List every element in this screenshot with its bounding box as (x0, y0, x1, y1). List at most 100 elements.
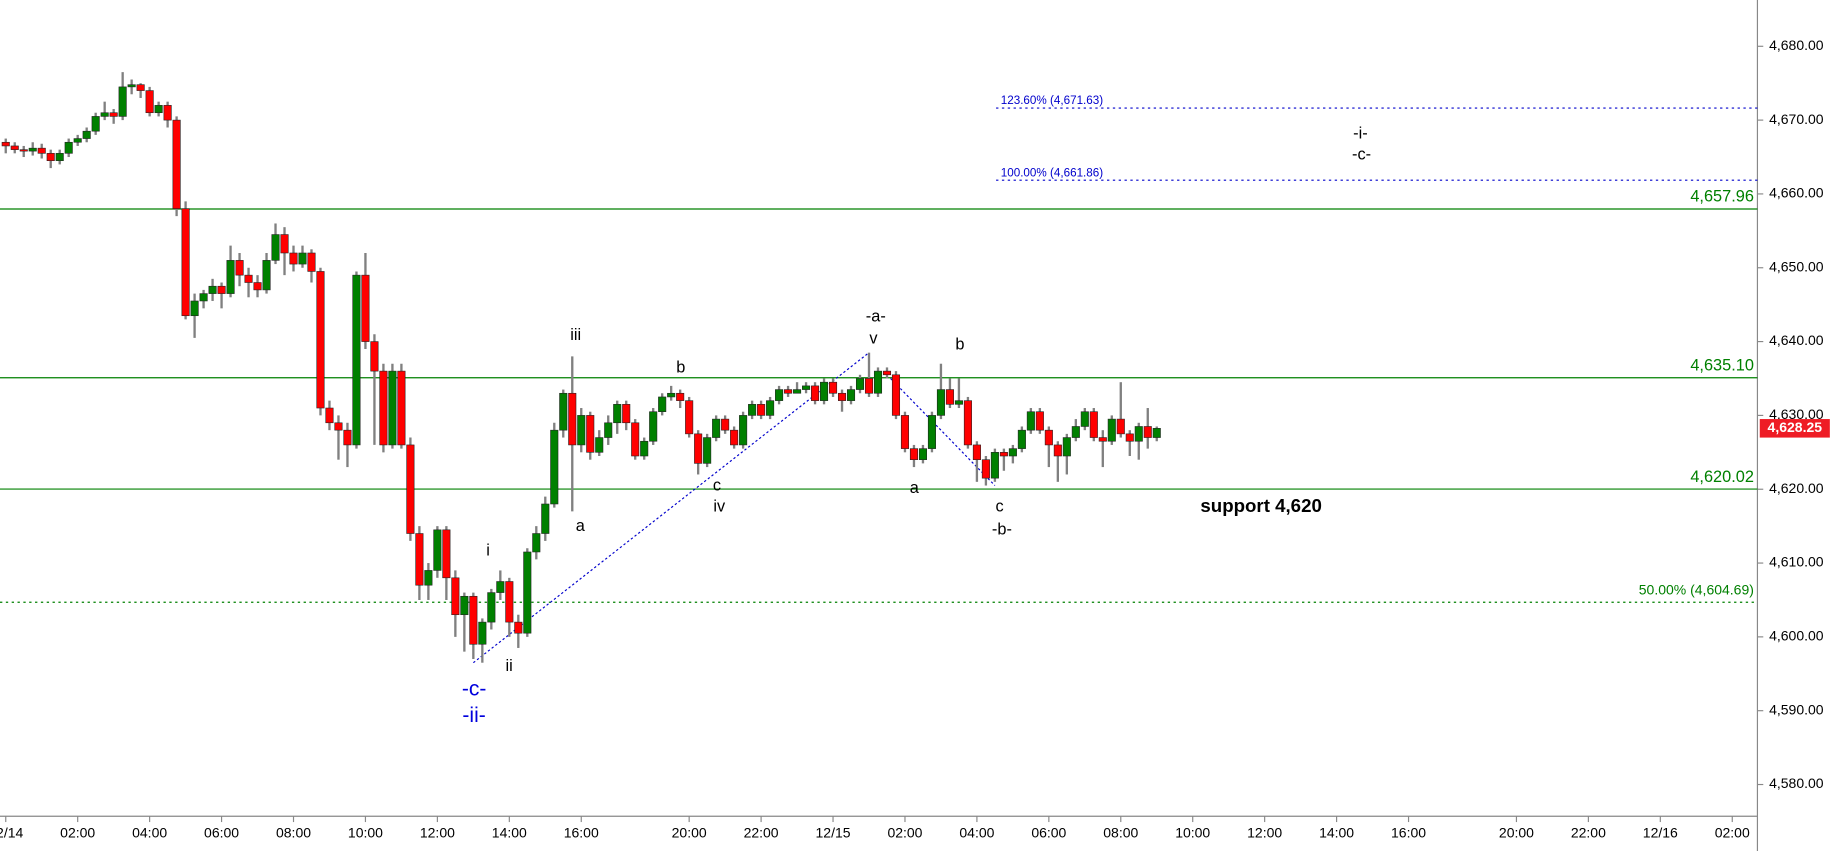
candle-body (352, 274, 361, 446)
candle-body (433, 529, 442, 571)
candle-body (199, 293, 208, 302)
candle-body (298, 252, 307, 265)
candle-body (703, 437, 712, 464)
candle-body (1071, 426, 1080, 438)
level-label: 50.00% (4,604.69) (1639, 581, 1754, 597)
candle-body (604, 422, 613, 438)
candle-body (1116, 418, 1125, 435)
wave-label: support 4,620 (1200, 495, 1321, 516)
candle-body (496, 581, 505, 593)
candle-body (460, 595, 469, 616)
candle-body (586, 415, 595, 453)
candle-body (1053, 444, 1062, 457)
candle-body (676, 392, 685, 401)
candle-body (963, 400, 972, 446)
candle-body (154, 105, 163, 114)
candle-body (1008, 448, 1017, 457)
trendline (890, 378, 996, 486)
candle-body (523, 551, 532, 634)
candle-body (945, 389, 954, 405)
candle-body (622, 404, 631, 424)
candle-body (927, 415, 936, 449)
candle-body (784, 389, 793, 394)
x-tick-label: 10:00 (348, 824, 383, 840)
candle-body (253, 282, 262, 291)
candle-body (28, 147, 37, 152)
candle-body (118, 86, 127, 117)
candle-body (1107, 418, 1116, 442)
candle-body (1017, 429, 1026, 449)
candle-body (1, 141, 10, 147)
candle-body (478, 621, 487, 645)
candle-body (334, 422, 343, 431)
x-tick-label: 12/15 (816, 824, 851, 840)
candle-body (999, 452, 1008, 457)
candle-body (316, 271, 325, 409)
candle-body (100, 112, 109, 117)
candle-body (793, 389, 802, 394)
candle-body (505, 581, 514, 623)
candle-body (19, 149, 28, 152)
candle-body (442, 529, 451, 579)
candle-body (325, 407, 334, 424)
wave-label: -c- (1352, 145, 1371, 163)
x-tick-label: 22:00 (1571, 824, 1606, 840)
candle-body (820, 381, 829, 401)
wave-label: c (713, 477, 721, 495)
y-tick-label: 4,600.00 (1769, 628, 1824, 644)
x-tick-label: 20:00 (672, 824, 707, 840)
x-tick-label: 16:00 (1391, 824, 1426, 840)
candle-body (271, 234, 280, 261)
candle-body (181, 208, 190, 317)
y-tick-label: 4,640.00 (1769, 332, 1824, 348)
candle-body (748, 404, 757, 416)
candle-body (640, 440, 649, 457)
candle-body (568, 392, 577, 446)
candle-body (136, 84, 145, 91)
candle-body (469, 595, 478, 645)
candle-body (1026, 411, 1035, 431)
x-tick-label: 12:00 (420, 824, 455, 840)
candle-body (873, 370, 883, 394)
wave-label: a (576, 517, 586, 535)
candle-body (208, 285, 217, 294)
candle-body (127, 84, 136, 88)
candle-body (1062, 437, 1071, 457)
candle-body (145, 90, 154, 114)
fib-label: 123.60% (4,671.63) (1001, 94, 1104, 107)
x-tick-label: 12:00 (1247, 824, 1282, 840)
wave-label: b (955, 335, 964, 353)
y-tick-label: 4,580.00 (1769, 775, 1824, 791)
candle-body (981, 459, 990, 479)
candle-body (1080, 411, 1089, 427)
wave-label: i (486, 541, 490, 559)
candle-body (721, 418, 730, 431)
x-tick-label: 20:00 (1499, 824, 1534, 840)
candle-body (613, 404, 622, 424)
candle-body (289, 252, 298, 265)
candle-body (451, 577, 460, 616)
candle-body (1035, 411, 1044, 431)
x-tick-label: 16:00 (564, 824, 599, 840)
candle-body (667, 392, 676, 398)
y-tick-label: 4,670.00 (1769, 111, 1824, 127)
candle-body (226, 260, 235, 294)
x-tick-label: 04:00 (132, 824, 167, 840)
level-label: 4,657.96 (1690, 188, 1754, 206)
candle-body (909, 448, 918, 460)
candle-body (370, 341, 379, 372)
price-tag-label: 4,628.25 (1768, 419, 1823, 435)
candle-body (1098, 437, 1107, 442)
x-tick-label: 02:00 (887, 824, 922, 840)
x-tick-label: 10:00 (1175, 824, 1210, 840)
candle-body (280, 234, 289, 254)
candle-body (244, 274, 253, 283)
wave-label: ii (505, 657, 512, 675)
x-tick-label: 06:00 (1031, 824, 1066, 840)
candle-body (262, 260, 271, 291)
candle-body (82, 130, 91, 139)
candle-body (739, 415, 748, 446)
candle-body (190, 300, 199, 317)
